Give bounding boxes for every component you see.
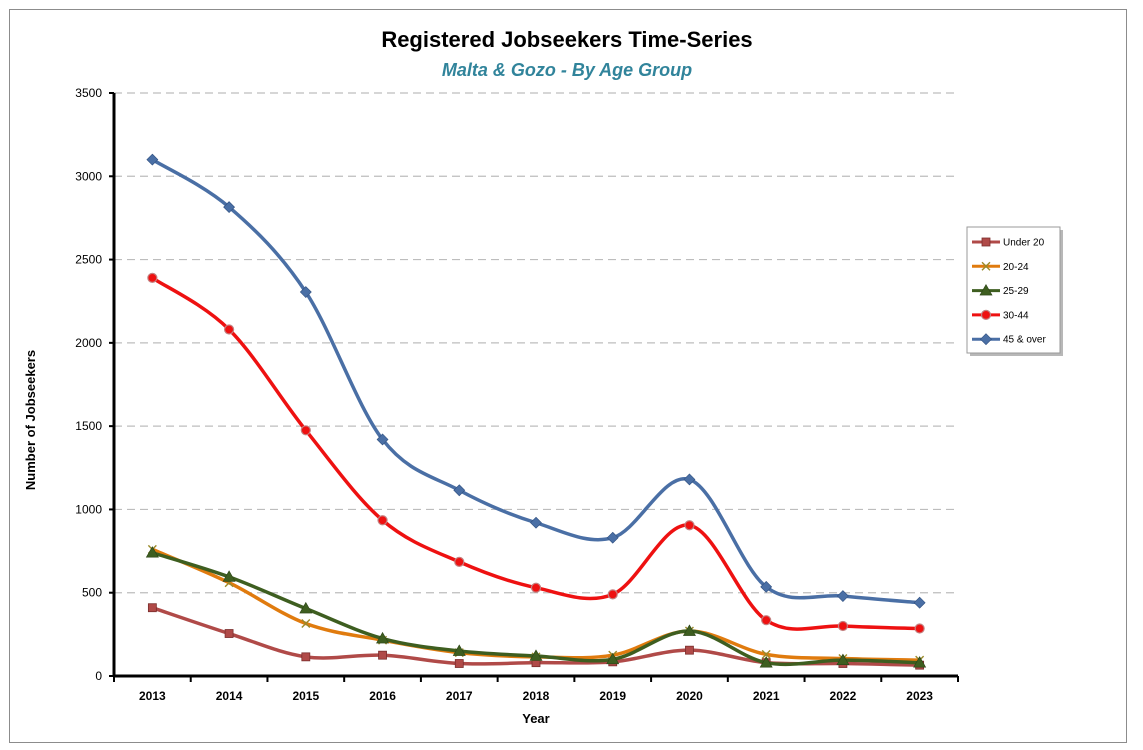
chart-title: Registered Jobseekers Time-Series (381, 27, 752, 52)
x-axis-label: Year (522, 711, 549, 726)
legend-marker-45-over (980, 333, 992, 346)
data-point-45-over (606, 531, 619, 544)
data-point-20-24 (761, 649, 771, 659)
legend-label-30-44: 30-44 (1003, 310, 1029, 321)
data-point-30-44 (530, 582, 542, 593)
data-point-25-29 (529, 649, 543, 661)
x-tick-label: 2018 (523, 689, 550, 703)
axes: 0 500 1000 1500 2000 2500 3000 3500 2013 2014 2015… (75, 86, 959, 703)
data-point-30-44 (837, 620, 849, 632)
data-point-45-over (683, 473, 696, 486)
legend-marker-20-24 (981, 261, 991, 271)
data-point-45-over (530, 516, 542, 529)
data-point-25-29 (606, 652, 620, 665)
y-tick-label: 2000 (75, 336, 102, 350)
x-tick-label: 2019 (599, 689, 626, 703)
data-point-45-over (223, 201, 236, 214)
legend-marker-25-29 (979, 283, 993, 296)
data-point-45-over (299, 286, 312, 298)
data-point-25-29 (145, 546, 159, 558)
data-point-45-over (376, 433, 389, 446)
data-point-under-20 (378, 650, 387, 660)
data-point-25-29 (299, 601, 313, 614)
chart-subtitle: Malta & Gozo - By Age Group (442, 60, 692, 80)
data-point-45-over (146, 153, 159, 166)
data-point-under-20 (224, 629, 234, 638)
data-point-25-29 (222, 570, 236, 582)
legend: Under 20 20-24 25-29 30-44 45 & over (966, 226, 1063, 356)
y-tick-label: 3000 (75, 169, 102, 183)
y-tick-label: 3500 (75, 86, 102, 100)
data-point-25-29 (759, 656, 773, 668)
data-point-45-over (913, 596, 926, 609)
y-tick-label: 500 (82, 586, 102, 600)
data-point-25-29 (836, 653, 850, 665)
data-point-under-20 (147, 603, 157, 613)
legend-marker-under-20 (981, 237, 991, 247)
y-tick-label: 0 (95, 669, 102, 683)
data-point-under-20 (301, 652, 311, 662)
x-tick-label: 2020 (676, 689, 703, 703)
series-25-29 (145, 546, 927, 668)
legend-label-25-29: 25-29 (1003, 286, 1029, 297)
y-tick-label: 1000 (75, 502, 102, 516)
data-point-25-29 (913, 656, 927, 668)
data-point-25-29 (452, 644, 466, 656)
series-30-44 (147, 272, 925, 634)
x-tick-label: 2014 (216, 689, 243, 703)
x-tick-label: 2017 (446, 689, 473, 703)
data-point-25-29 (376, 631, 390, 644)
series-45-over (146, 153, 926, 609)
data-point-30-44 (377, 515, 388, 526)
data-point-30-44 (300, 425, 311, 436)
x-tick-label: 2013 (139, 689, 166, 703)
data-point-30-44 (914, 623, 925, 634)
data-point-30-44 (607, 589, 618, 600)
data-point-20-24 (301, 619, 311, 629)
data-point-45-over (836, 590, 849, 602)
data-point-45-over (453, 484, 466, 497)
x-tick-label: 2015 (292, 689, 319, 703)
y-tick-label: 2500 (75, 253, 102, 267)
data-point-30-44 (223, 324, 235, 335)
x-tick-label: 2023 (906, 689, 933, 703)
x-tick-label: 2021 (753, 689, 780, 703)
y-axis-label: Number of Jobseekers (23, 350, 38, 490)
x-tick-label: 2022 (830, 689, 857, 703)
data-point-30-44 (147, 272, 158, 283)
data-point-45-over (760, 580, 773, 593)
data-point-30-44 (761, 615, 772, 626)
legend-label-20-24: 20-24 (1003, 262, 1029, 273)
series-line-45-over (150, 157, 922, 605)
x-tick-label: 2016 (369, 689, 396, 703)
legend-label-45-over: 45 & over (1003, 335, 1046, 346)
series-lines (145, 153, 927, 670)
series-line-30-44 (150, 276, 922, 631)
data-point-30-44 (454, 556, 465, 567)
data-point-25-29 (682, 624, 696, 636)
data-point-under-20 (685, 645, 694, 655)
legend-marker-30-44 (980, 309, 992, 320)
y-tick-label: 1500 (75, 419, 102, 433)
legend-label-under-20: Under 20 (1003, 238, 1045, 249)
data-point-under-20 (454, 659, 464, 668)
series-line-20-24 (150, 547, 922, 662)
data-point-30-44 (684, 520, 695, 531)
